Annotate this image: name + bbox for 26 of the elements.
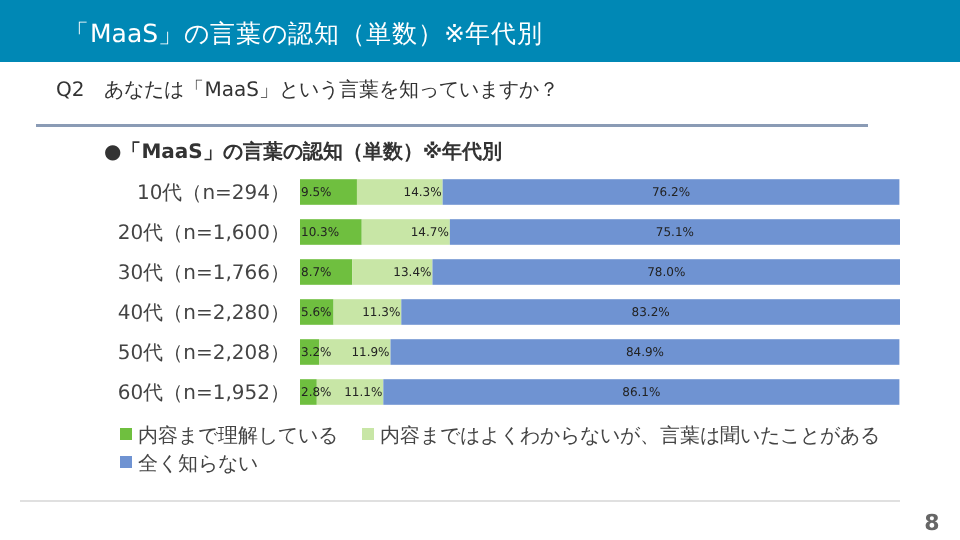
bar [383,379,900,405]
chart-subtitle: Q2 あなたは「MaaS」という言葉を知っていますか？ [56,78,559,102]
bar [442,179,900,205]
bar [390,339,900,365]
y-tick-label: 20代（n=1,600） [117,223,290,245]
bar [300,219,362,245]
bar [333,299,402,325]
bar [449,219,900,245]
y-tick-label: 40代（n=2,280） [117,303,290,325]
legend-label: 全く知らない [138,452,258,476]
bar [361,219,450,245]
chart-title: 「MaaS」の言葉の認知（単数）※年代別 [64,18,544,48]
bar [300,179,357,205]
y-tick-label: 10代（n=294） [136,183,290,205]
bar [300,259,353,285]
legend-label: 内容まではよくわからないが、言葉は聞いたことがある [380,424,880,448]
y-tick-label: 30代（n=1,766） [117,263,290,285]
bar [432,259,900,285]
text: 8 [924,510,940,536]
bar [356,179,443,205]
legend-label: 内容まで理解している [138,424,338,448]
bar [352,259,433,285]
text: ●「MaaS」の言葉の認知（単数）※年代別 [104,140,503,164]
y-tick-label: 60代（n=1,952） [117,383,290,405]
y-tick-label: 50代（n=2,208） [117,343,290,365]
bar [401,299,900,325]
